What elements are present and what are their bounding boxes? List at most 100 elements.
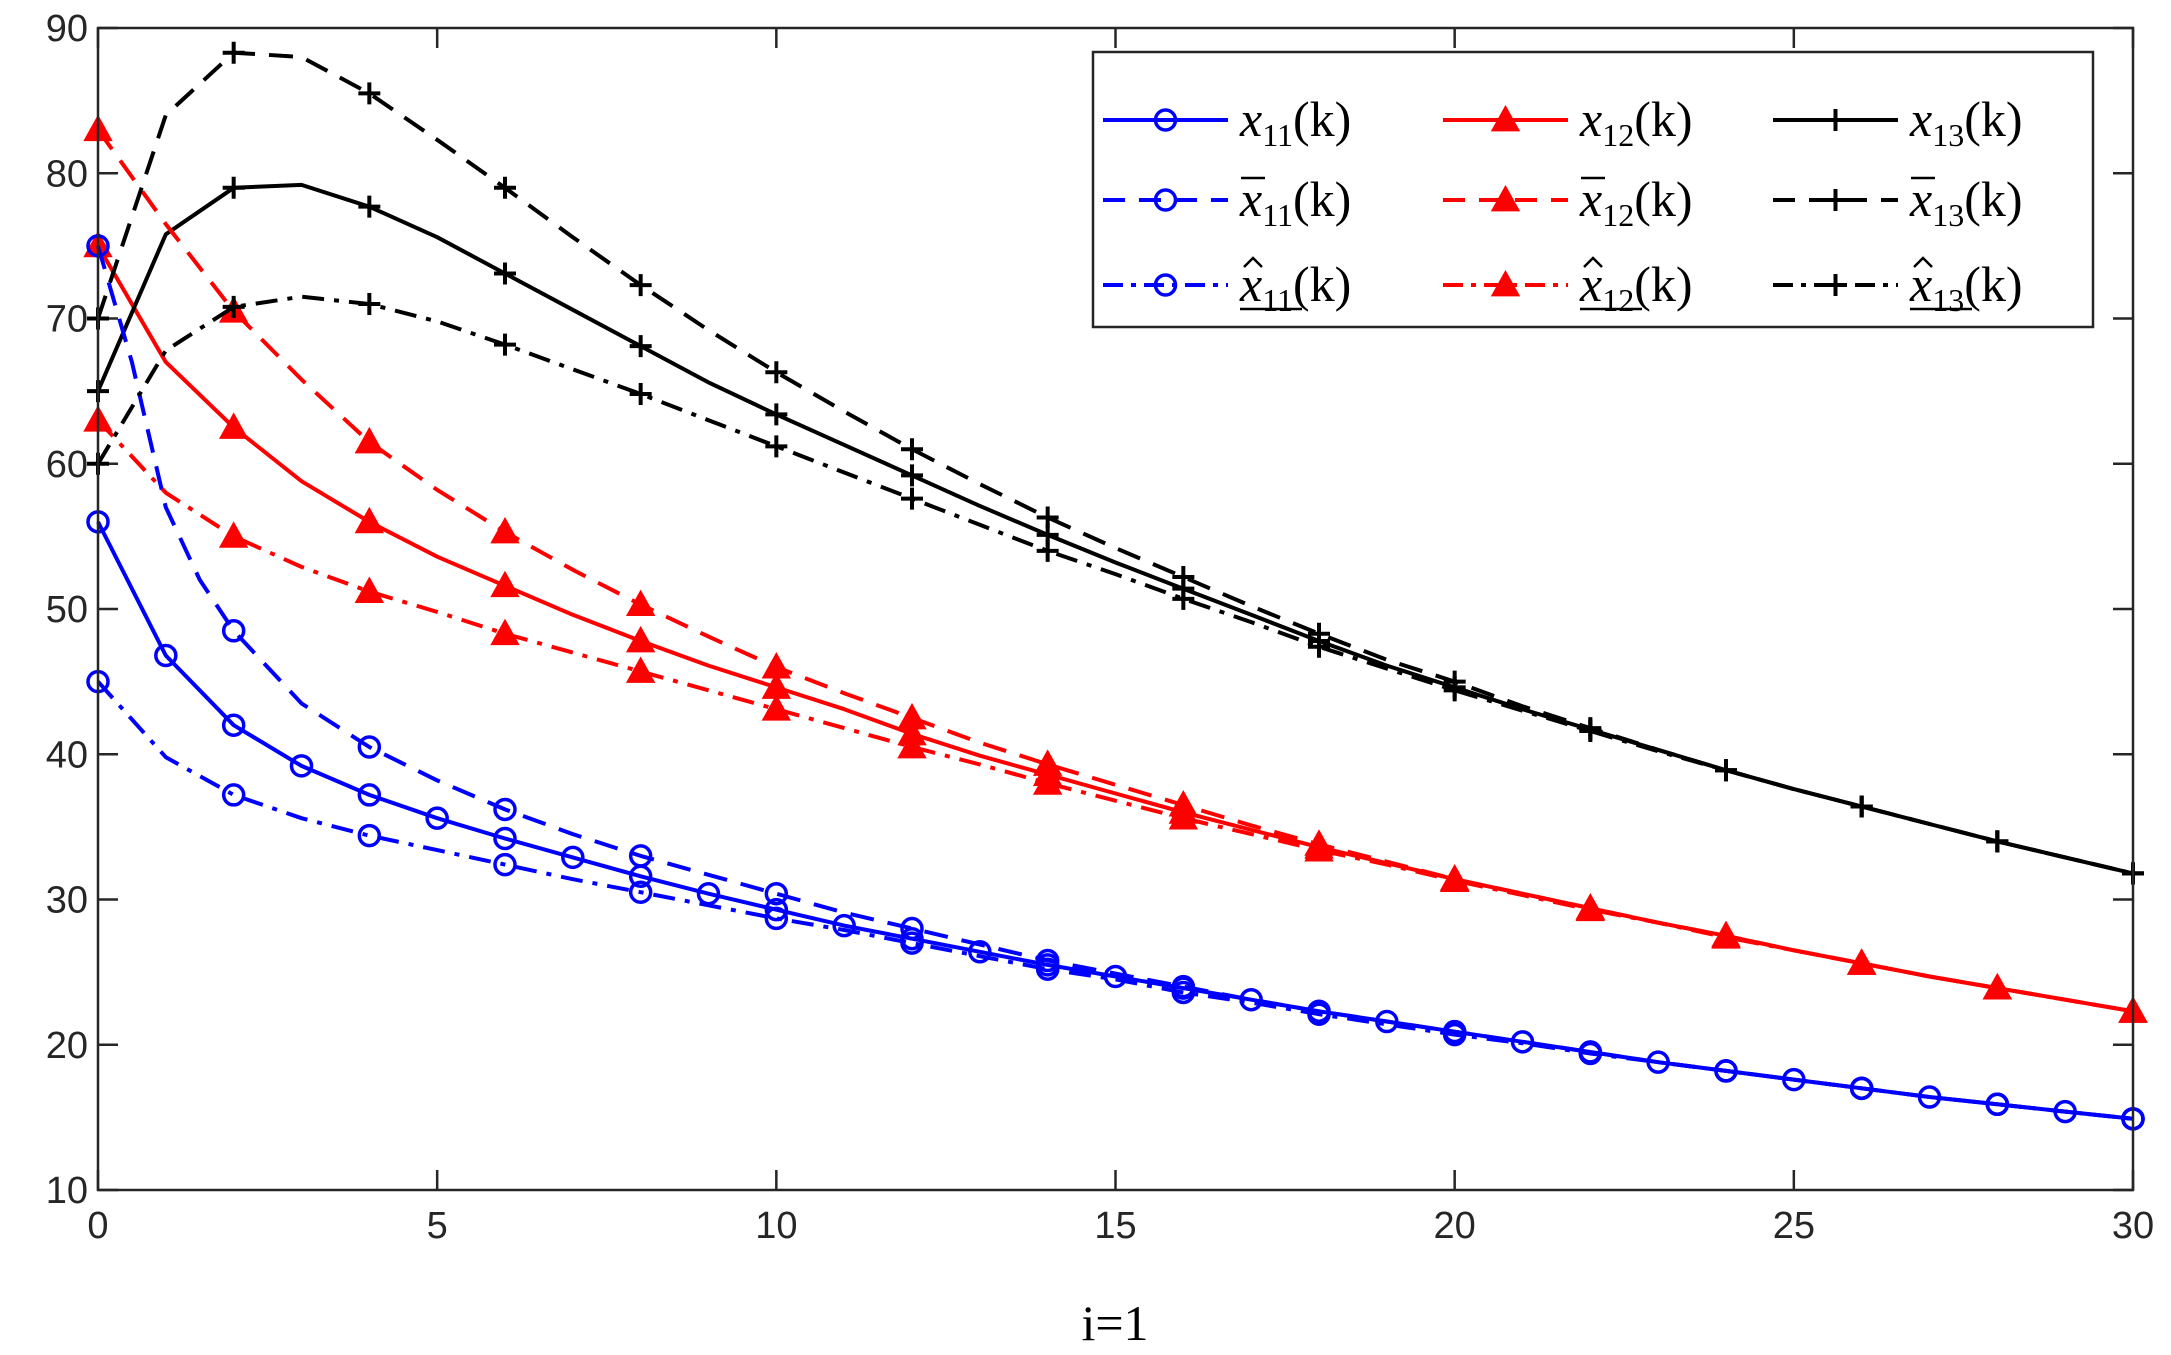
data-point (490, 516, 520, 544)
data-point (1714, 1059, 1738, 1083)
data-point (357, 783, 382, 807)
series-group (83, 41, 2148, 1131)
data-point (357, 823, 382, 848)
legend-label: x13(k) (1909, 171, 2023, 233)
legend-label: x13(k) (1909, 256, 2023, 318)
legend-marker (1153, 188, 1178, 212)
data-point (358, 82, 381, 105)
legend-label: x12(k) (1579, 171, 1693, 233)
data-point (1575, 894, 1606, 922)
data-point (764, 906, 789, 931)
data-point (1849, 1076, 1874, 1101)
data-point (761, 652, 792, 679)
data-point (494, 333, 516, 356)
series-line (96, 418, 2134, 1014)
data-point (764, 897, 789, 922)
data-point (1442, 1022, 1467, 1047)
data-point (1985, 1092, 2010, 1117)
data-point (222, 41, 245, 64)
data-point (1172, 566, 1195, 589)
series-line (96, 294, 2134, 876)
legend-item-8: x12(k) (1443, 256, 1693, 318)
data-point (218, 412, 249, 439)
data-point (1035, 957, 1060, 981)
data-point (1032, 768, 1063, 795)
legend-marker (1153, 273, 1178, 297)
data-point (764, 881, 789, 906)
plot-area-frame (96, 26, 2135, 1192)
data-point (354, 426, 385, 454)
data-point (625, 589, 656, 617)
data-point (901, 438, 923, 461)
data-point (1850, 795, 1873, 818)
data-point (494, 176, 516, 199)
data-point (1982, 973, 2013, 1000)
data-point (900, 931, 924, 955)
data-point (897, 731, 927, 759)
data-point (357, 735, 382, 759)
data-point (629, 335, 652, 358)
x-tick-label: 5 (427, 1205, 448, 1247)
legend-label: x11(k) (1239, 171, 1351, 233)
x-tick-label: 20 (1434, 1205, 1476, 1247)
data-point (628, 880, 653, 904)
data-point (1443, 679, 1466, 702)
axis-ticks: 0 5 10 15 20 25 30 10 20 30 40 50 60 70 80 90 (46, 8, 2154, 1247)
legend-item-7: x11(k) (1103, 256, 1351, 318)
y-tick-label: 20 (46, 1025, 88, 1067)
x-tick-label: 15 (1094, 1205, 1136, 1247)
legend-marker (1824, 274, 1847, 296)
data-point (1715, 759, 1737, 782)
data-point (1439, 865, 1470, 893)
legend-item-2: x12(k) (1443, 91, 1693, 153)
hat-accent (1243, 256, 1263, 268)
data-point (1307, 1002, 1331, 1026)
legend-marker (1490, 269, 1521, 297)
data-point (490, 570, 520, 598)
data-point (625, 656, 656, 683)
data-point (493, 852, 517, 877)
data-point (1035, 948, 1060, 973)
data-point (897, 702, 927, 730)
data-point (358, 195, 381, 218)
legend-item-4: x11(k) (1103, 171, 1351, 233)
series-4 (86, 234, 2145, 1131)
data-point (1036, 539, 1059, 562)
data-point (1711, 922, 1741, 949)
legend-marker (1153, 108, 1178, 132)
series-9 (87, 292, 2144, 885)
y-tick-label: 40 (46, 734, 88, 776)
legend-label: x12(k) (1579, 256, 1693, 318)
series-1 (86, 510, 2145, 1131)
hat-accent (1583, 256, 1603, 268)
data-point (625, 625, 656, 653)
series-line (96, 244, 2134, 1014)
data-point (561, 845, 585, 870)
legend-label: x13(k) (1909, 91, 2023, 153)
data-point (221, 783, 246, 807)
data-point (354, 576, 385, 603)
data-point (629, 274, 652, 297)
data-point (1168, 803, 1199, 830)
data-point (222, 295, 245, 318)
legend-item-5: x12(k) (1443, 171, 1693, 233)
data-point (629, 383, 652, 406)
data-point (1172, 587, 1195, 610)
data-point (218, 521, 249, 548)
data-point (425, 806, 449, 830)
x-tick-label: 25 (1773, 1205, 1815, 1247)
legend-label: x11(k) (1239, 91, 1351, 153)
data-point (1986, 830, 2009, 853)
legend: x11(k) x12(k) x13(k) x11(k) x12(k) x13(k) x11(… (1091, 50, 2095, 329)
data-point (765, 435, 788, 458)
legend-marker (1490, 184, 1521, 212)
legend-item-3: x13(k) (1773, 91, 2023, 153)
data-point (221, 619, 246, 643)
data-point (832, 913, 856, 938)
legend-item-6: x13(k) (1773, 171, 2023, 233)
data-point (1304, 835, 1334, 862)
data-point (901, 487, 923, 510)
data-point (354, 506, 385, 534)
data-point (154, 643, 178, 668)
